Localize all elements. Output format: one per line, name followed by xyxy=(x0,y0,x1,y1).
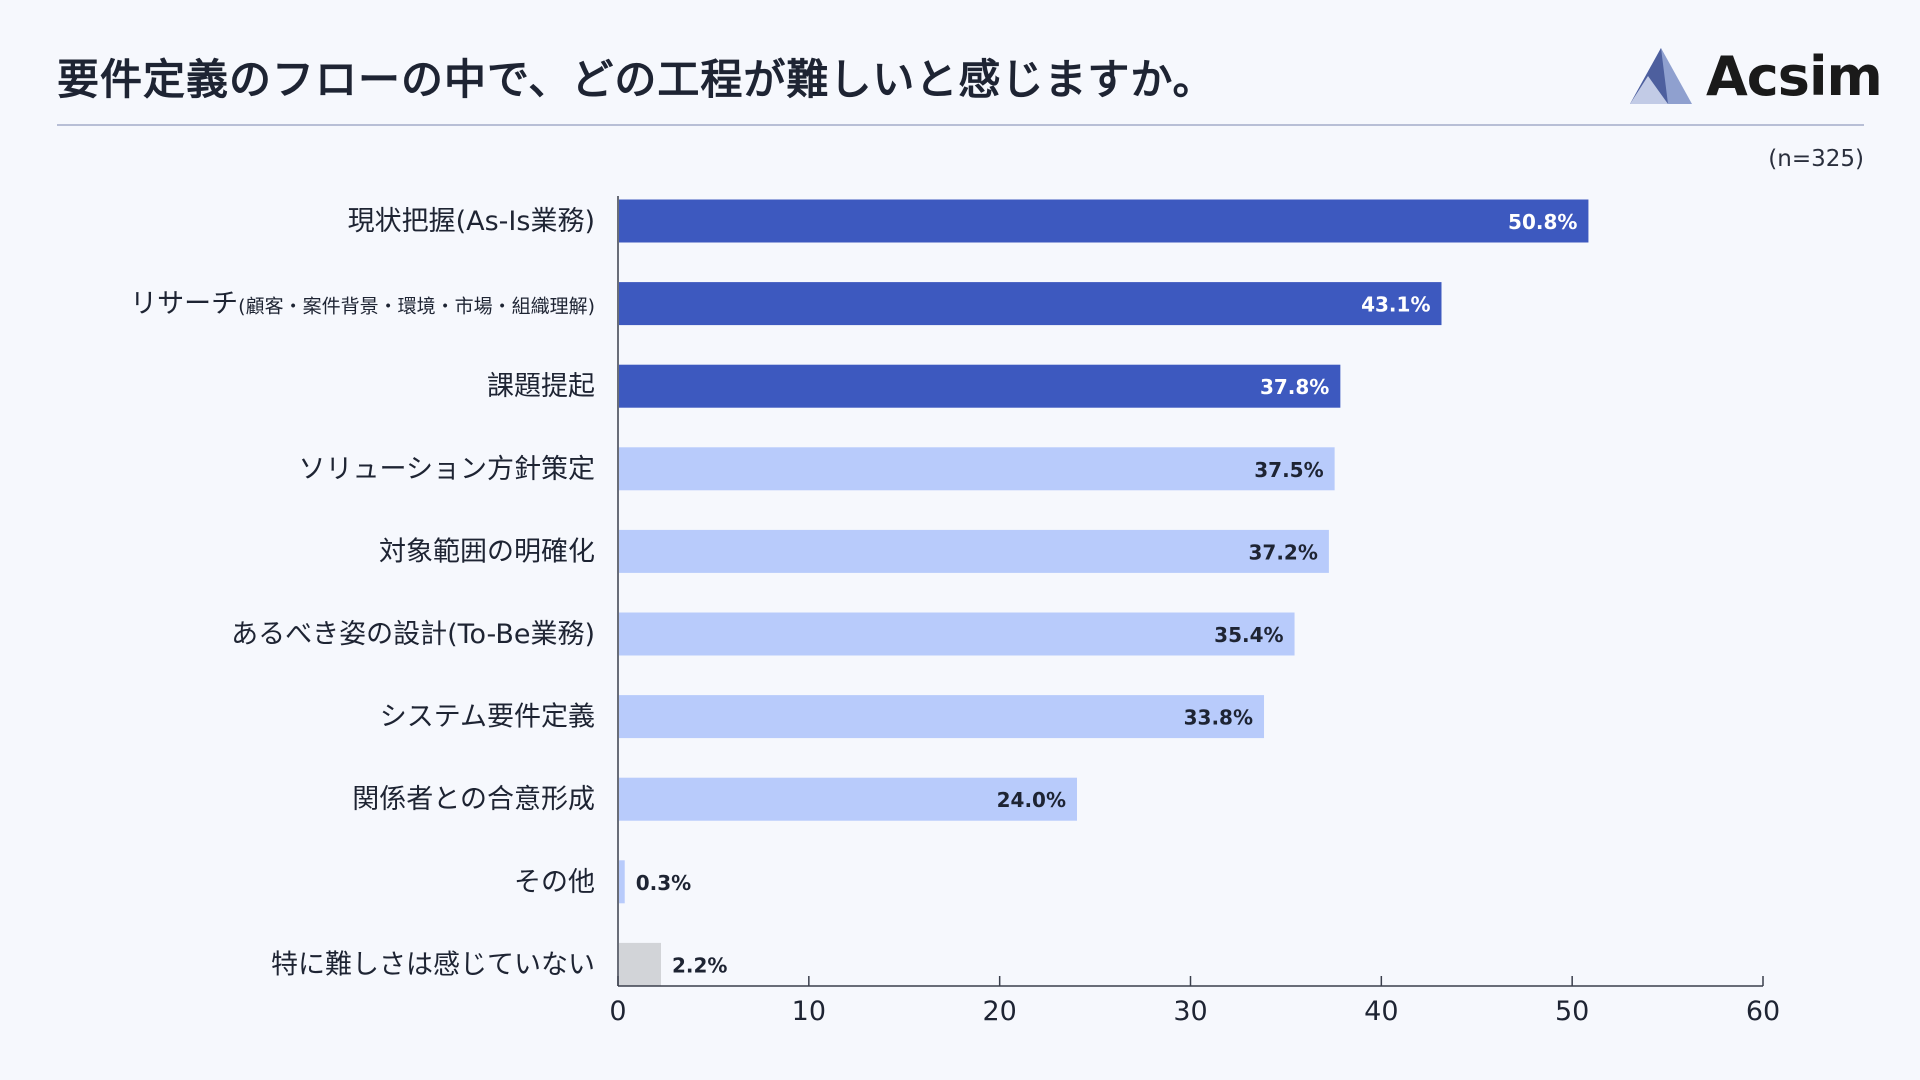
page-title: 要件定義のフローの中で、どの工程が難しいと感じますか。 xyxy=(57,55,1216,104)
x-tick-label: 40 xyxy=(1364,996,1398,1027)
category-label-main: ソリューション方針策定 xyxy=(299,454,595,485)
value-label: 37.8% xyxy=(1260,375,1329,399)
logo-text: Acsim xyxy=(1706,44,1883,108)
category-label-main: 関係者との合意形成 xyxy=(352,784,595,815)
x-tick-label: 60 xyxy=(1746,996,1780,1027)
value-label: 35.4% xyxy=(1214,623,1283,647)
category-label: リサーチ(顧客・案件背景・環境・市場・組織理解) xyxy=(130,289,595,320)
category-label-main: 現状把握(As-Is業務) xyxy=(348,206,595,237)
x-tick-label: 10 xyxy=(792,996,826,1027)
category-label-sub: (顧客・案件背景・環境・市場・組織理解) xyxy=(238,296,595,318)
value-label: 43.1% xyxy=(1361,293,1430,317)
bar xyxy=(619,942,661,986)
triangle-logo-icon xyxy=(1630,48,1692,104)
category-label: 対象範囲の明確化 xyxy=(379,536,595,567)
bar xyxy=(619,860,625,904)
bar xyxy=(619,282,1442,326)
value-label: 50.8% xyxy=(1508,210,1577,234)
x-tick-label: 20 xyxy=(982,996,1016,1027)
category-label: その他 xyxy=(514,867,595,898)
category-label: ソリューション方針策定 xyxy=(299,454,595,485)
category-label-main: あるべき姿の設計(To-Be業務) xyxy=(231,619,595,650)
category-label: 現状把握(As-Is業務) xyxy=(348,206,595,237)
value-label: 37.5% xyxy=(1254,458,1323,482)
bar xyxy=(619,695,1265,739)
x-tick-label: 50 xyxy=(1555,996,1589,1027)
bar xyxy=(619,364,1341,408)
bar xyxy=(619,199,1589,243)
category-label-main: その他 xyxy=(514,867,595,898)
value-label: 2.2% xyxy=(672,953,727,977)
category-label: 課題提起 xyxy=(487,371,595,402)
bar xyxy=(619,447,1335,491)
category-label-main: 特に難しさは感じていない xyxy=(271,949,595,980)
category-label: システム要件定義 xyxy=(380,702,595,733)
category-label-main: リサーチ xyxy=(130,289,238,320)
category-label: あるべき姿の設計(To-Be業務) xyxy=(231,619,595,650)
value-label: 24.0% xyxy=(997,788,1066,812)
category-label: 関係者との合意形成 xyxy=(352,784,595,815)
x-tick-label: 0 xyxy=(609,996,626,1027)
brand-logo: Acsim xyxy=(1628,44,1883,108)
header-divider xyxy=(57,124,1864,126)
bar xyxy=(619,612,1295,656)
value-label: 33.8% xyxy=(1184,706,1253,730)
sample-size: (n=325) xyxy=(1768,146,1864,172)
category-label-main: 課題提起 xyxy=(487,371,595,402)
bar xyxy=(619,777,1077,821)
category-label-main: システム要件定義 xyxy=(380,702,595,733)
category-label: 特に難しさは感じていない xyxy=(271,949,595,980)
category-label-main: 対象範囲の明確化 xyxy=(379,536,595,567)
value-label: 0.3% xyxy=(636,871,691,895)
bar xyxy=(619,529,1329,573)
value-label: 37.2% xyxy=(1249,540,1318,564)
x-tick-label: 30 xyxy=(1173,996,1207,1027)
